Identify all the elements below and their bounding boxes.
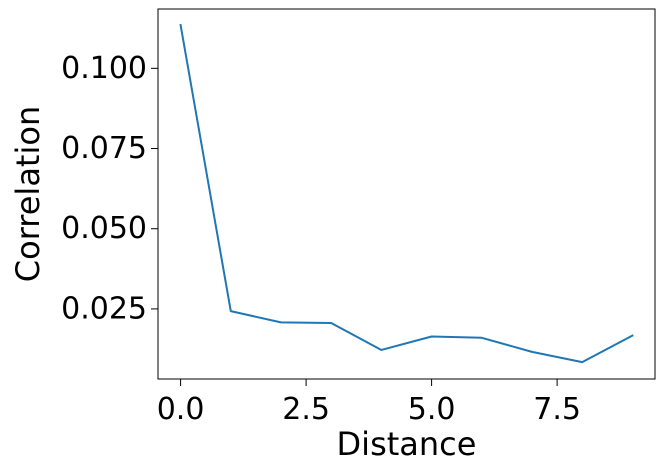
- series-line: [179, 23, 634, 364]
- x-tick-label: 0.0: [157, 392, 205, 427]
- x-tick-label: 2.5: [282, 392, 330, 427]
- y-axis-label: Correlation: [9, 106, 47, 282]
- series-group: [179, 23, 634, 364]
- y-tick-label: 0.050: [61, 211, 147, 246]
- y-tick-label: 0.075: [61, 131, 147, 166]
- x-axis-ticks: 0.0 2.5 5.0 7.5: [157, 379, 581, 427]
- x-tick-label: 7.5: [533, 392, 581, 427]
- plot-frame: [157, 8, 656, 380]
- y-axis-ticks: 0.025 0.050 0.075 0.100: [61, 51, 158, 326]
- x-tick-label: 5.0: [408, 392, 456, 427]
- plot-background: [158, 9, 655, 379]
- y-tick-label: 0.025: [61, 291, 147, 326]
- x-axis-label: Distance: [337, 425, 477, 463]
- y-tick-label: 0.100: [61, 51, 147, 86]
